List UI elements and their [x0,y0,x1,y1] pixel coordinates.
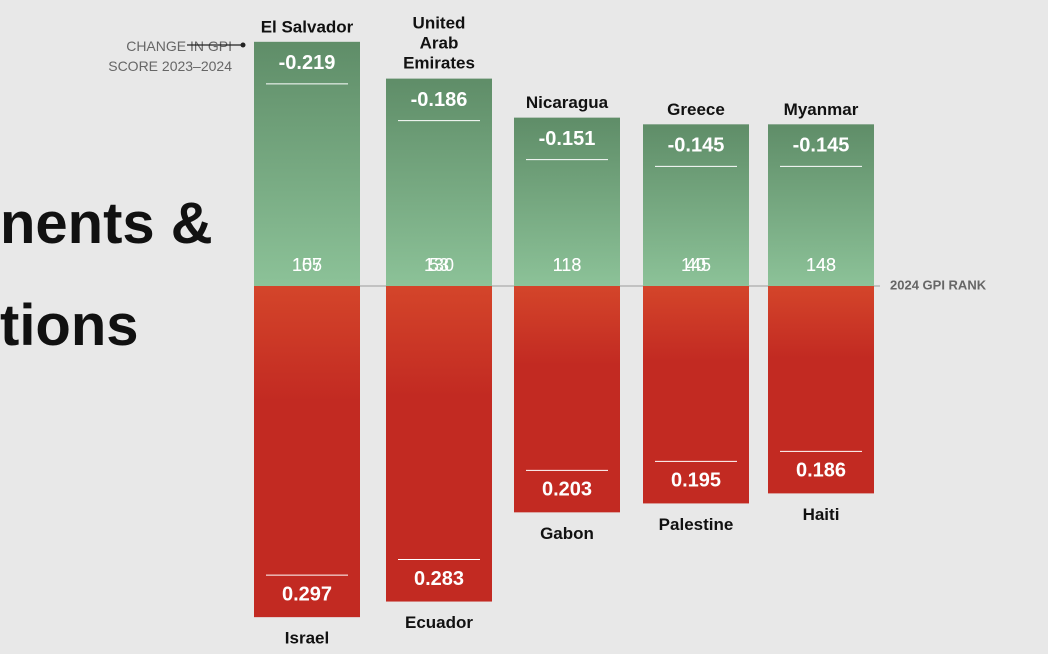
category-label: Ecuador [405,613,473,632]
value-label: -0.145 [793,135,850,157]
bar [514,286,620,513]
headline: nents & [0,191,213,256]
value-label: -0.145 [668,135,725,157]
category-line: United [413,14,466,33]
bar [386,78,492,286]
category-label: Greece [667,100,725,119]
annotation: CHANGE IN GPI SCORE 2023–2024 [108,38,232,74]
value-label: 0.186 [796,460,846,482]
annotation-dot [240,42,246,48]
bar [643,286,749,504]
bar [514,117,620,286]
value-label: -0.219 [279,52,336,74]
rank-label: 53 [429,255,449,275]
category-label: Gabon [540,524,594,543]
category-label: Myanmar [784,100,859,119]
category-label: El Salvador [261,17,354,36]
rank-label: 155 [292,255,322,275]
category-line: Arab [420,34,459,53]
value-label: 0.297 [282,583,332,605]
value-label: 0.195 [671,470,721,492]
rank-label: 40 [686,255,706,275]
category-label: Palestine [659,515,734,534]
category-label: Haiti [803,505,840,524]
bar [254,286,360,618]
value-label: 0.283 [414,568,464,590]
rank-label: 118 [553,255,582,275]
value-label: -0.151 [539,128,596,150]
rank-label: 148 [806,255,836,275]
category-label: Nicaragua [526,93,609,112]
category-label: United Arab Emirates [403,14,475,73]
value-label: 0.203 [542,479,592,501]
rank-label: 130 [424,255,454,275]
bar [768,124,874,286]
category-line: Emirates [403,54,475,73]
bar [768,286,874,494]
bar [254,41,360,286]
axis-label: 2024 GPI RANK [890,277,987,292]
bar [643,124,749,286]
bar [386,286,492,602]
rank-label: 145 [681,255,711,275]
rank-label: 143 [806,255,836,275]
rank-label: 113 [553,255,582,275]
rank-label: 107 [292,255,322,275]
category-label: Israel [285,629,329,648]
value-label: -0.186 [411,89,468,111]
headline: tions [0,293,139,358]
